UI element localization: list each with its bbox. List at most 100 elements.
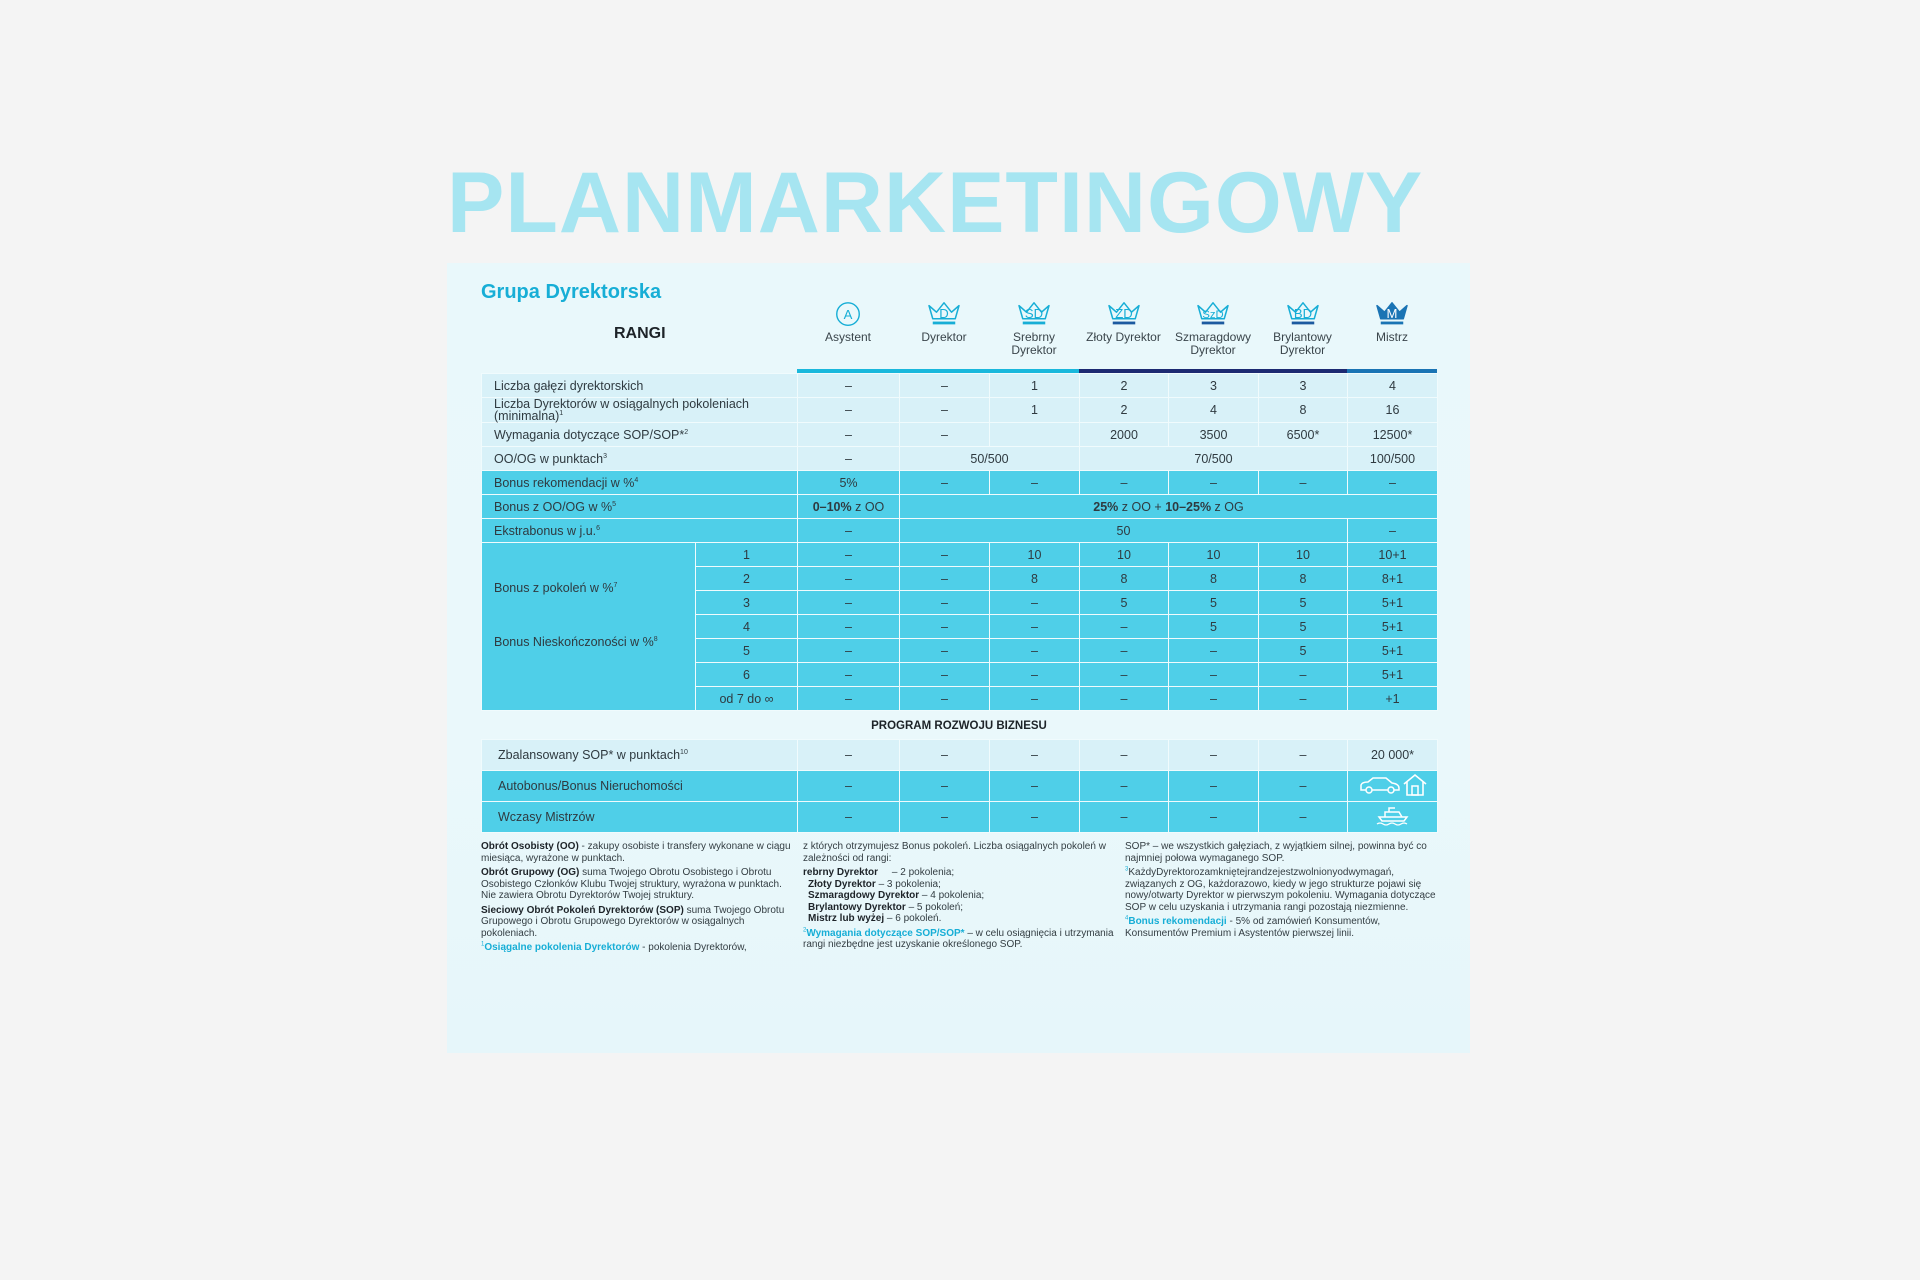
table-cell: –: [797, 373, 900, 398]
rank-abbr: M: [1387, 306, 1398, 321]
table-cell: 8: [1079, 566, 1169, 591]
rank-name: Srebrny Dyrektor: [1011, 330, 1057, 357]
row-label-text: Bonus rekomendacji w %: [494, 475, 635, 490]
footnote: rebrny Dyrektor – 2 pokolenia;: [803, 867, 1114, 879]
table-cell: 8: [1258, 397, 1348, 423]
generation-row: 4– – – –5 5 5+1: [482, 614, 1438, 639]
crown-icon: BD: [1286, 302, 1319, 325]
table-cell: –: [989, 686, 1080, 711]
footnote-text: – 5 pokoleń;: [905, 901, 964, 913]
row-label-text: Zbalansowany SOP* w punktach: [498, 748, 681, 762]
footnote-text: suma Twojego Obrotu Osobistego i Obrotu …: [481, 867, 782, 901]
rank-header: D Dyrektor: [899, 300, 989, 368]
cell-text: z OG: [1211, 499, 1244, 514]
table-cell: +1: [1347, 686, 1438, 711]
generation-row: 3– – –5 5 5 5+1: [482, 590, 1438, 615]
table-cell: –: [1079, 638, 1169, 663]
rank-abbr: D: [939, 306, 948, 321]
notes-column-3: SOP* – we wszystkich gałęziach, z wyjątk…: [1125, 841, 1436, 957]
table-row: OO/OG w punktach3–50/500 70/500 100/500: [481, 446, 1438, 471]
ranks-table: Liczba gałęzi dyrektorskich – –1 2 3 3 4 Liczba…: [481, 373, 1438, 711]
row-label: Liczba Dyrektorów w osiągalnych pokoleni…: [481, 397, 798, 423]
table-cell: –: [1168, 801, 1259, 833]
table-cell: –: [1258, 770, 1348, 802]
footnote-text: z których otrzymujesz Bonus pokoleń. Lic…: [803, 841, 1106, 864]
program-row: Wczasy Mistrzów – – – – – –: [481, 801, 1438, 833]
crown-icon: D: [928, 302, 960, 325]
table-cell: –: [797, 422, 900, 447]
footnote-term: Sieciowy Obrót Pokoleń Dyrektorów (SOP): [481, 904, 684, 916]
table-cell: –: [797, 739, 900, 771]
footnote-term: Wymagania dotyczące SOP/SOP*: [806, 927, 965, 939]
table-cell: –: [1079, 770, 1169, 802]
row-label: OO/OG w punktach3: [481, 446, 798, 471]
generation-labels: Bonus z pokoleń w %7 Bonus Nieskończonośc…: [481, 542, 696, 711]
table-cell: –: [797, 397, 900, 423]
table-cell: 50: [899, 518, 1348, 543]
footnote-text: – 3 pokolenia;: [875, 878, 941, 890]
table-cell: 100/500: [1347, 446, 1438, 471]
footnote-ref: 3: [603, 452, 607, 460]
generation-number: 5: [695, 638, 798, 663]
rank-abbr: BD: [1293, 306, 1311, 321]
footnote: Mistrz lub wyżej – 6 pokoleń.: [803, 913, 1114, 925]
table-cell: –: [1168, 638, 1259, 663]
generation-label-text: Bonus z pokoleń w %: [494, 581, 614, 595]
footnote-ref: 7: [613, 581, 618, 589]
page-title: Grupa Dyrektorska: [481, 281, 662, 303]
cell-text: 25%: [1093, 499, 1119, 514]
footnote-text: suma Twojego Obrotu Grupowego i Obrotu G…: [481, 904, 785, 939]
table-cell: 2: [1079, 373, 1169, 398]
table-cell: 2000: [1079, 422, 1169, 447]
table-cell: –: [899, 770, 990, 802]
footnote-ref: 4: [634, 476, 639, 484]
table-cell: –: [989, 801, 1080, 833]
table-cell: –: [1168, 470, 1259, 495]
content-flow: Liczba gałęzi dyrektorskich – –1 2 3 3 4 Liczba…: [481, 373, 1438, 957]
crown-icon: ZD: [1107, 302, 1140, 325]
table-cell: –: [1258, 662, 1348, 687]
notes: Obrót Osobisty (OO) - zakupy osobiste i …: [481, 841, 1437, 957]
table-cell: –: [989, 614, 1080, 639]
row-label-text: Wczasy Mistrzów: [498, 810, 595, 824]
footnote-number: 2: [803, 927, 807, 934]
table-cell: –: [899, 542, 990, 567]
generation-row: 6– – – – – –5+1: [482, 662, 1438, 687]
table-cell: –: [899, 373, 990, 398]
table-row: Wymagania dotyczące SOP/SOP*2– –2000 3500 6…: [481, 422, 1438, 447]
footnote: Sieciowy Obrót Pokoleń Dyrektorów (SOP) …: [481, 905, 792, 940]
table-cell: 50/500: [899, 446, 1080, 471]
table-cell: 6500*: [1258, 422, 1348, 447]
crown-filled-icon: M: [1376, 302, 1408, 325]
table-cell: 10+1: [1347, 542, 1438, 567]
generation-number: 3: [695, 590, 798, 615]
table-cell: 10: [989, 542, 1080, 567]
table-cell: –: [797, 686, 900, 711]
table-cell: 5+1: [1347, 638, 1438, 663]
row-label: Wczasy Mistrzów: [481, 801, 798, 833]
table-cell: –: [989, 770, 1080, 802]
cell-text: z OO: [851, 499, 885, 514]
table-cell: –: [899, 470, 990, 495]
table-cell: 4: [1347, 373, 1438, 398]
table-cell: –: [1079, 739, 1169, 771]
footnote-term: Złoty Dyrektor: [808, 878, 876, 890]
footnote: Obrót Grupowy (OG) suma Twojego Obrotu O…: [481, 867, 792, 902]
table-cell: –: [899, 614, 990, 639]
table-cell: –: [989, 662, 1080, 687]
table-cell: –: [899, 422, 990, 447]
reward-icons: [1347, 770, 1438, 802]
table-cell: 5%: [797, 470, 900, 495]
table-row: Bonus rekomendacji w %4 5% – – – – – –: [481, 470, 1438, 495]
rank-abbr: SzD: [1202, 309, 1223, 321]
footnote-number: 1: [481, 941, 485, 948]
table-cell: –: [1168, 739, 1259, 771]
footnote-ref: 10: [680, 748, 688, 756]
cell-text: 10–25%: [1165, 499, 1212, 514]
table-cell: –: [1079, 614, 1169, 639]
footnote-term: Mistrz lub wyżej: [808, 913, 885, 924]
table-cell: –: [899, 590, 990, 615]
footnote-ref: 2: [684, 428, 689, 436]
table-cell: 8: [1168, 566, 1259, 591]
table-cell: 70/500: [1079, 446, 1348, 471]
